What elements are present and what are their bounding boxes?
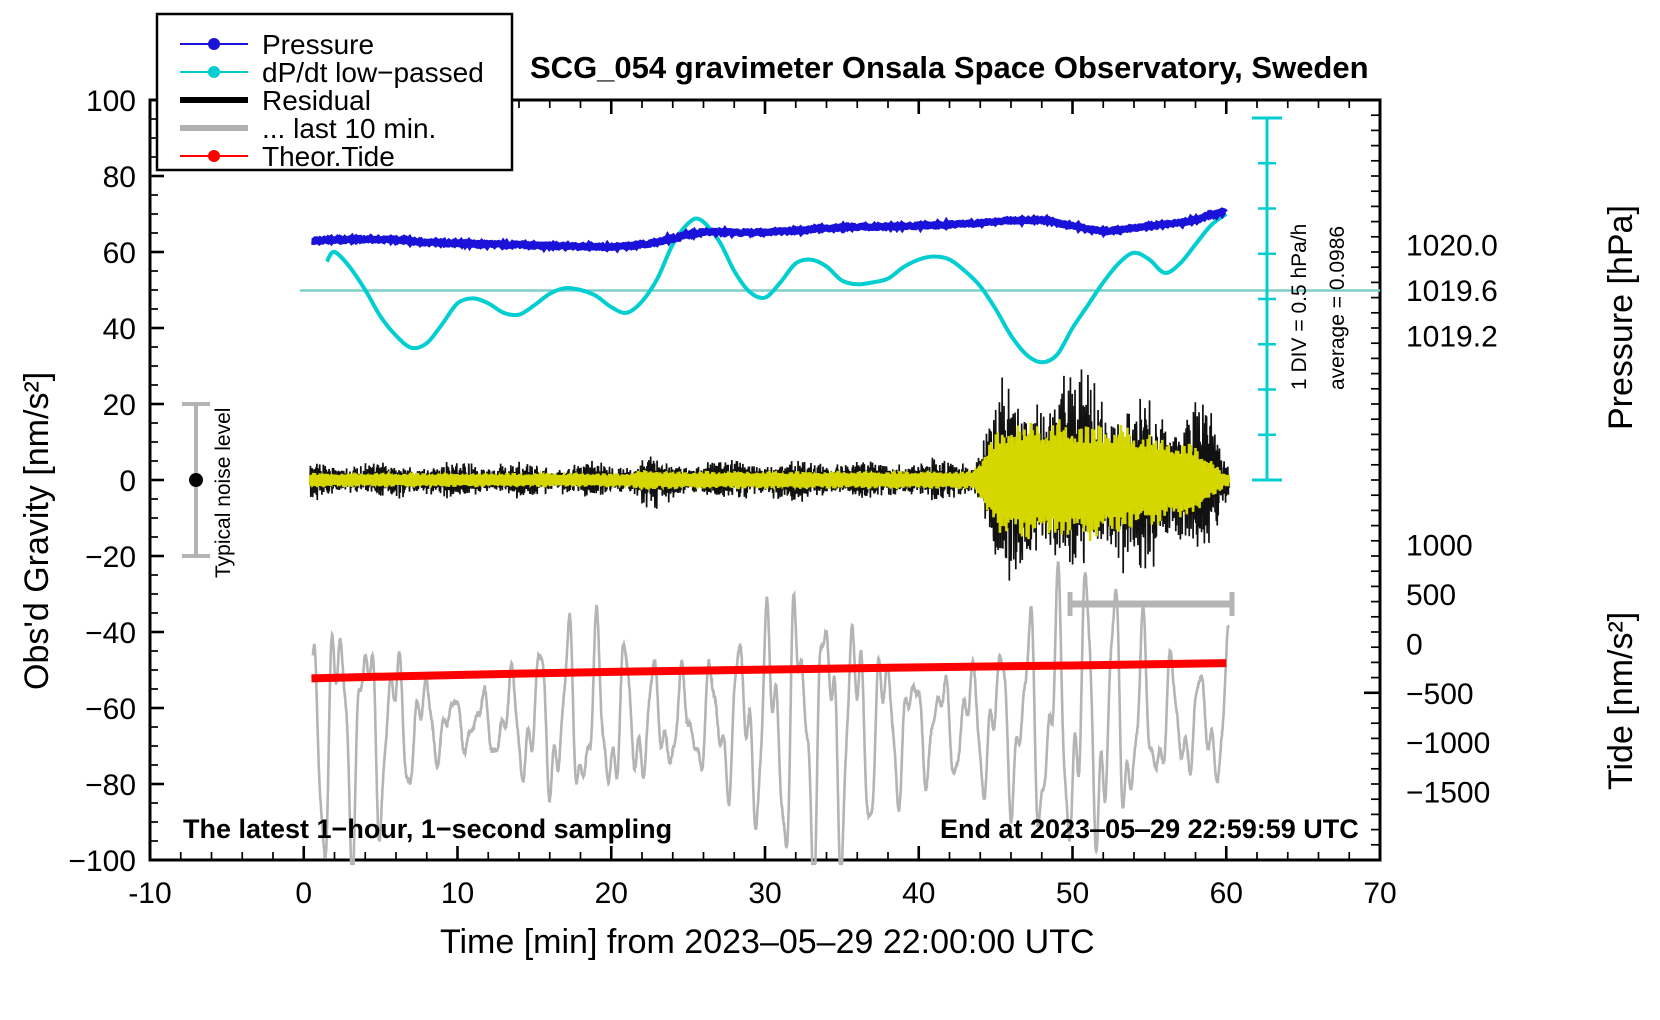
y-tick-label: −40	[85, 617, 136, 650]
right-axis-ticks	[1364, 99, 1380, 861]
legend-item-0[interactable]: Pressure	[180, 29, 374, 60]
y-tick-label: 20	[103, 389, 136, 422]
x-tick-label: 0	[295, 877, 312, 910]
pressure-tick-labels: 1020.0 1019.6 1019.2	[1406, 229, 1498, 353]
page-title: SCG_054 gravimeter Onsala Space Observat…	[530, 50, 1369, 85]
x-axis-tick-labels: -10 0 10 20 30 40 50 60 70	[128, 877, 1396, 910]
legend-label: Theor.Tide	[262, 141, 395, 172]
x-tick-label: 50	[1056, 877, 1089, 910]
y-tick-label: 40	[103, 313, 136, 346]
bottom-left-annotation: The latest 1−hour, 1−second sampling	[183, 814, 672, 844]
tide-tick-label: 500	[1406, 579, 1456, 612]
y-axis-ticks	[150, 98, 164, 862]
y-axis-tick-labels: 100 80 60 40 20 0 −20 −40 −60 −80 −100	[68, 85, 136, 878]
y-tick-label: −80	[85, 769, 136, 802]
y-tick-label: −20	[85, 541, 136, 574]
y-tick-label: 60	[103, 237, 136, 270]
pressure-tick-label: 1019.6	[1406, 275, 1498, 308]
trace-dpdt-lowpassed	[325, 212, 1228, 365]
x-tick-label: 40	[902, 877, 935, 910]
legend-label: dP/dt low−passed	[262, 57, 484, 88]
tide-tick-label: 1000	[1406, 530, 1473, 563]
average-note-label: average = 0.0986	[1326, 226, 1349, 390]
x-tick-label: 20	[595, 877, 628, 910]
legend-label: Pressure	[262, 29, 374, 60]
y-tick-label: 80	[103, 161, 136, 194]
trace-last-10-min	[311, 561, 1230, 866]
typical-noise-level-bar	[182, 402, 210, 558]
y-tick-label: −60	[85, 693, 136, 726]
legend-label: ... last 10 min.	[262, 113, 436, 144]
legend-item-1[interactable]: dP/dt low−passed	[180, 57, 484, 88]
div-note-label: 1 DIV = 0.5 hPa/h	[1288, 224, 1311, 390]
tide-tick-label: −1000	[1406, 727, 1490, 760]
legend-item-3[interactable]: ... last 10 min.	[180, 113, 436, 144]
x-tick-label: 30	[748, 877, 781, 910]
legend-item-4[interactable]: Theor.Tide	[180, 141, 395, 172]
legend-marker-dot	[208, 38, 220, 50]
legend-marker-dot	[208, 150, 220, 162]
x-tick-label: 60	[1210, 877, 1243, 910]
legend-label: Residual	[262, 85, 371, 116]
y-tick-label: −100	[68, 845, 136, 878]
pressure-tick-label: 1020.0	[1406, 229, 1498, 262]
dpdt-scale-bar	[1252, 116, 1282, 482]
x-tick-label: 10	[441, 877, 474, 910]
trace-group	[300, 207, 1380, 866]
y-tick-label: 100	[86, 85, 136, 118]
x-axis-title: Time [min] from 2023‒05‒29 22:00:00 UTC	[440, 923, 1095, 961]
typical-noise-level-label: Typical noise level	[212, 408, 235, 578]
last-10-min-scale-bar	[1067, 592, 1235, 616]
y-tick-label: 0	[119, 465, 136, 498]
pressure-tick-label: 1019.2	[1406, 321, 1498, 354]
tide-tick-label: −500	[1406, 678, 1474, 711]
tide-tick-label: 0	[1406, 628, 1423, 661]
legend-marker-dot	[208, 66, 220, 78]
legend-item-2[interactable]: Residual	[180, 85, 371, 116]
y-right-top-axis-title: Pressure [hPa]	[1602, 205, 1640, 430]
trace-theoretical-tide	[311, 659, 1227, 683]
y-left-axis-title: Obs'd Gravity [nm/s²]	[18, 372, 56, 690]
bottom-right-annotation: End at 2023‒05‒29 22:59:59 UTC	[940, 814, 1359, 844]
x-tick-label: 70	[1363, 877, 1396, 910]
tide-tick-label: −1500	[1406, 777, 1490, 810]
tide-tick-labels: 1000 500 0 −500 −1000 −1500	[1406, 530, 1490, 810]
x-tick-label: -10	[128, 877, 171, 910]
y-right-bottom-axis-title: Tide [nm/s²]	[1602, 612, 1640, 790]
trace-pressure	[311, 207, 1228, 254]
trace-filtered-seismic	[308, 419, 1231, 541]
